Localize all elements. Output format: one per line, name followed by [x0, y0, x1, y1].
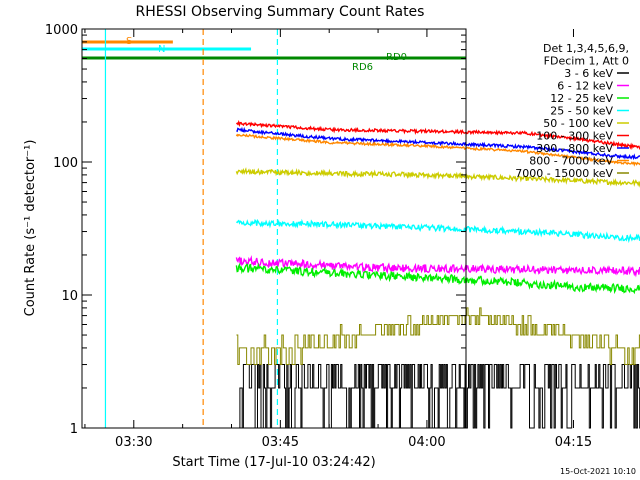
legend-header: Det 1,3,4,5,6,9, [543, 42, 629, 55]
vertical-markers [104, 29, 279, 428]
series-line-12-25-kev [235, 262, 640, 295]
flag-label-rd0: RD0 [386, 52, 407, 63]
series-line-50-100-kev [235, 167, 640, 188]
legend-entry-label: 300 - 800 keV [536, 142, 613, 155]
flag-label-rd6: RD6 [352, 62, 373, 73]
x-tick-label: 03:30 [115, 435, 152, 450]
series-group [235, 119, 640, 429]
y-axis-label: Count Rate (s⁻¹ detector⁻¹) [23, 140, 38, 317]
flag-label-s: S [126, 36, 132, 47]
x-axis-label: Start Time (17-Jul-10 03:24:42) [172, 455, 375, 470]
legend-header: FDecim 1, Att 0 [544, 55, 629, 68]
plot-frame [81, 28, 467, 429]
x-tick-label: 04:15 [555, 435, 592, 450]
legend-entry-label: 100 - 300 keV [536, 130, 613, 143]
legend: Det 1,3,4,5,6,9,FDecim 1, Att 03 - 6 keV… [515, 42, 629, 180]
x-tick-label: 04:00 [408, 435, 445, 450]
legend-entry-label: 25 - 50 keV [550, 105, 613, 118]
series-line-7000-15000-kev [236, 307, 640, 365]
legend-entry-label: 800 - 7000 keV [529, 155, 613, 168]
legend-entry-label: 7000 - 15000 keV [515, 167, 613, 180]
legend-entry-label: 50 - 100 keV [543, 117, 613, 130]
y-tick-label: 100 [53, 156, 78, 171]
y-tick-label: 10 [61, 289, 78, 304]
series-line-300-800-kev [236, 126, 640, 161]
y-axis: 1 10 100 1000 [45, 23, 466, 437]
series-line-25-50-kev [235, 218, 640, 244]
y-tick-label: 1 [70, 422, 78, 437]
x-tick-label: 03:45 [262, 435, 299, 450]
flag-bars: S N RD0 RD6 [82, 36, 466, 73]
series-line-3-6-kev [236, 364, 640, 429]
legend-entry-label: 12 - 25 keV [550, 92, 613, 105]
series-line-6-12-kev [235, 255, 640, 278]
series-line-800-7000-kev [235, 133, 640, 167]
legend-entry-label: 3 - 6 keV [564, 67, 613, 80]
flag-label-n: N [158, 44, 165, 55]
chart-title: RHESSI Observing Summary Count Rates [136, 4, 425, 20]
series-line-100-300-kev [235, 119, 640, 150]
legend-entry-label: 6 - 12 keV [557, 80, 613, 93]
footer-date: 15-Oct-2021 10:10 [560, 467, 636, 476]
y-tick-label: 1000 [45, 23, 78, 38]
